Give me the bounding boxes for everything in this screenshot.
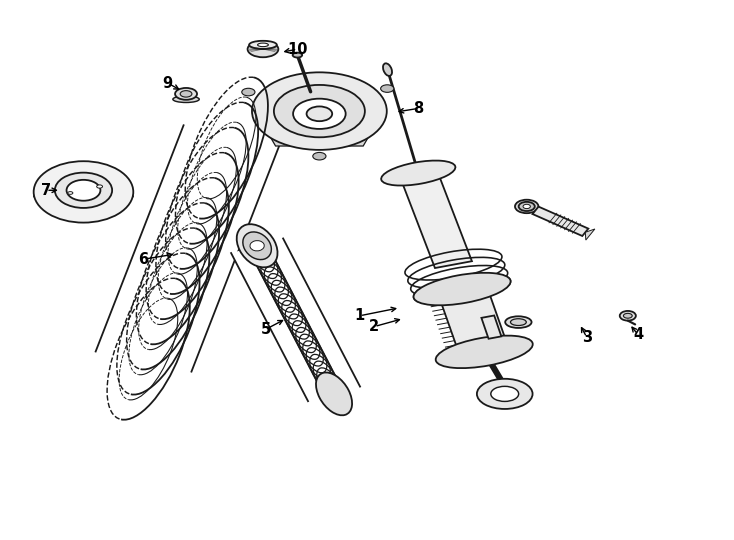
- Ellipse shape: [381, 160, 455, 186]
- Ellipse shape: [173, 96, 199, 103]
- Ellipse shape: [436, 335, 533, 368]
- Ellipse shape: [510, 319, 526, 326]
- Ellipse shape: [97, 185, 103, 188]
- Text: 3: 3: [582, 330, 592, 345]
- Ellipse shape: [505, 316, 531, 328]
- Polygon shape: [255, 111, 383, 146]
- Text: 5: 5: [261, 322, 271, 337]
- Text: 2: 2: [369, 319, 379, 334]
- Ellipse shape: [619, 311, 636, 321]
- Ellipse shape: [293, 53, 302, 58]
- Ellipse shape: [175, 88, 197, 100]
- Text: 1: 1: [355, 308, 365, 323]
- Text: 10: 10: [287, 42, 308, 57]
- Ellipse shape: [515, 200, 539, 213]
- Ellipse shape: [249, 41, 277, 49]
- Ellipse shape: [34, 191, 134, 201]
- Polygon shape: [532, 207, 589, 236]
- Ellipse shape: [383, 63, 392, 76]
- Ellipse shape: [252, 72, 387, 150]
- Polygon shape: [482, 315, 501, 339]
- Ellipse shape: [241, 88, 255, 96]
- Ellipse shape: [68, 192, 73, 194]
- Ellipse shape: [250, 241, 264, 251]
- Ellipse shape: [67, 180, 101, 201]
- Ellipse shape: [623, 313, 632, 318]
- Ellipse shape: [247, 41, 278, 57]
- Ellipse shape: [381, 85, 394, 92]
- Ellipse shape: [316, 373, 352, 415]
- Polygon shape: [400, 170, 472, 268]
- Ellipse shape: [523, 204, 531, 208]
- Ellipse shape: [236, 224, 277, 267]
- Ellipse shape: [180, 91, 192, 97]
- Text: 8: 8: [413, 101, 424, 116]
- Ellipse shape: [491, 386, 519, 401]
- Text: 7: 7: [41, 183, 51, 198]
- Ellipse shape: [477, 379, 533, 409]
- Polygon shape: [585, 229, 595, 240]
- Ellipse shape: [243, 232, 272, 260]
- Ellipse shape: [413, 273, 511, 305]
- Text: 6: 6: [139, 252, 148, 267]
- Ellipse shape: [258, 43, 269, 46]
- Text: 9: 9: [163, 76, 172, 91]
- Polygon shape: [438, 285, 509, 356]
- Ellipse shape: [313, 152, 326, 160]
- Text: 4: 4: [633, 327, 643, 342]
- Ellipse shape: [55, 173, 112, 208]
- Ellipse shape: [307, 106, 333, 121]
- Ellipse shape: [293, 99, 346, 129]
- Ellipse shape: [274, 85, 365, 137]
- Ellipse shape: [34, 161, 134, 222]
- Polygon shape: [231, 239, 360, 401]
- Ellipse shape: [519, 202, 535, 211]
